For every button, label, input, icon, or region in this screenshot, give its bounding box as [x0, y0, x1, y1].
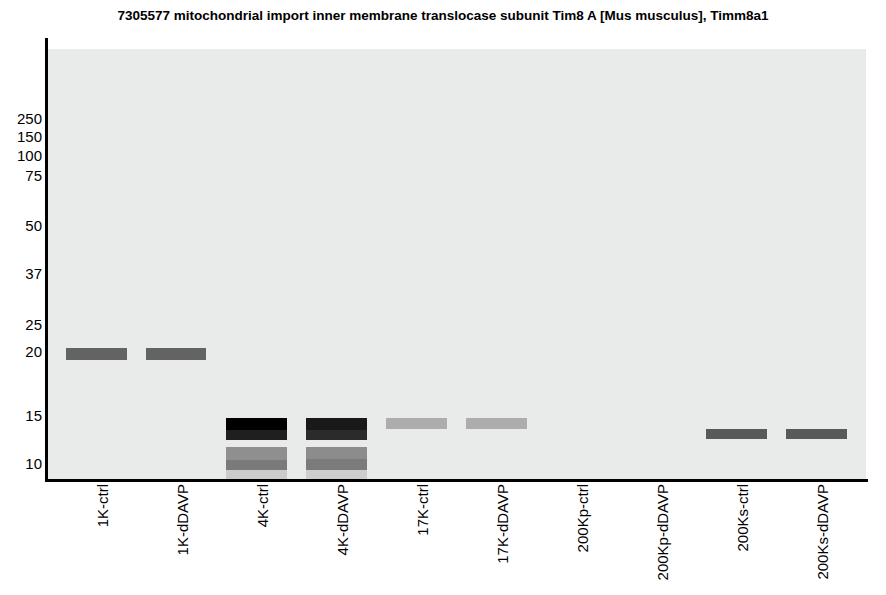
y-tick-label: 150 [0, 129, 42, 145]
blot-band-segment [706, 429, 767, 439]
blot-band-segment [226, 418, 287, 430]
x-axis-lane-label: 1K-dDAVP [174, 484, 191, 555]
blot-band-segment [466, 418, 527, 429]
y-tick-label: 37 [0, 266, 42, 282]
x-axis-lane-label: 4K-dDAVP [334, 484, 351, 555]
x-axis-lane-label: 4K-ctrl [254, 484, 271, 527]
blot-band-segment [226, 460, 287, 470]
y-tick-label: 25 [0, 317, 42, 333]
blot-band-segment [306, 430, 367, 440]
x-axis-lane-label: 17K-ctrl [414, 484, 431, 536]
blot-band-segment [146, 348, 206, 360]
y-tick-label: 20 [0, 344, 42, 360]
blot-band-segment [306, 418, 367, 430]
x-axis-lane-label: 17K-dDAVP [494, 484, 511, 564]
x-axis-lane-label: 1K-ctrl [94, 484, 111, 527]
y-tick-label: 75 [0, 168, 42, 184]
y-tick-label: 10 [0, 456, 42, 472]
plot-layer: 250 150 100 75 50 37 25 20 15 10 1K-ctrl 1K-dDAVP 4K… [0, 0, 886, 595]
blot-band-segment [226, 447, 287, 460]
blot-band-segment [306, 470, 367, 479]
x-axis-lane-label: 200Kp-dDAVP [654, 484, 671, 580]
blot-band-segment [226, 470, 287, 479]
x-axis-lane-label: 200Kp-ctrl [574, 484, 591, 552]
y-tick-label: 100 [0, 148, 42, 164]
x-axis-lane-label: 200Ks-dDAVP [814, 484, 831, 580]
blot-band-segment [66, 348, 127, 360]
x-axis-lane-label: 200Ks-ctrl [734, 484, 751, 552]
y-tick-label: 250 [0, 111, 42, 127]
blot-band-segment [306, 459, 367, 470]
blot-band-segment [226, 430, 287, 440]
blot-band-segment [786, 429, 847, 439]
blot-figure: 7305577 mitochondrial import inner membr… [0, 0, 886, 595]
y-tick-label: 15 [0, 408, 42, 424]
y-tick-label: 50 [0, 218, 42, 234]
blot-band-segment [306, 447, 367, 459]
blot-band-segment [386, 418, 447, 429]
